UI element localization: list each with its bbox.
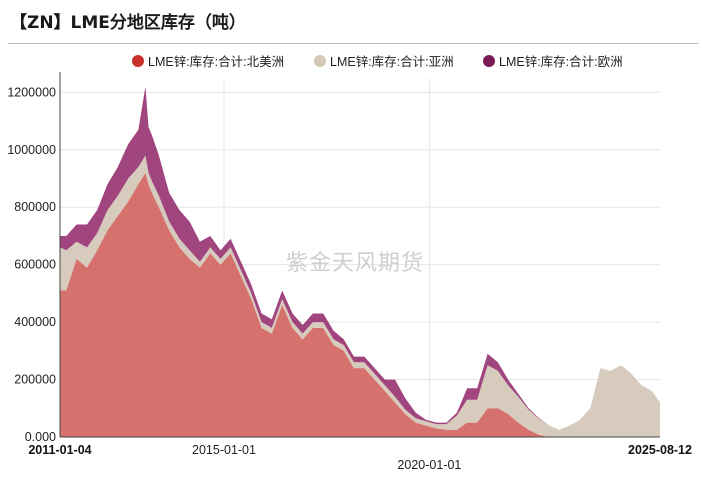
- area-layer: [60, 86, 660, 438]
- y-tick-label: 1200000: [7, 85, 56, 99]
- x-tick-label: 2025-08-12: [628, 443, 692, 457]
- legend-label-europe: LME锌:库存:合计:欧洲: [499, 55, 623, 69]
- legend-item-north-america[interactable]: LME锌:库存:合计:北美洲: [132, 51, 284, 70]
- legend-marker-asia-icon: [314, 54, 326, 67]
- chart-title: 【ZN】LME分地区库存（吨）: [10, 13, 246, 33]
- y-tick-label: 800000: [14, 200, 56, 214]
- y-tick-label: 1000000: [7, 143, 56, 157]
- area-series-0: [60, 172, 660, 438]
- x-tick-label: 2015-01-01: [192, 443, 256, 457]
- x-tick-label: 2011-01-04: [28, 443, 91, 457]
- legend-marker-europe-icon: [483, 54, 495, 67]
- watermark: 紫金天风期货: [286, 251, 424, 276]
- y-tick-label: 0.000: [25, 430, 56, 444]
- axis-layer: 0.000 200000 400000 600000 800000 1000000 1200…: [7, 72, 692, 472]
- y-tick-label: 400000: [14, 315, 56, 329]
- legend-marker-north-america-icon: [132, 54, 144, 67]
- legend-label-north-america: LME锌:库存:合计:北美洲: [148, 55, 285, 69]
- legend-label-asia: LME锌:库存:合计:亚洲: [330, 55, 454, 69]
- x-tick-label: 2020-01-01: [397, 458, 461, 472]
- legend-item-europe[interactable]: LME锌:库存:合计:欧洲: [483, 51, 623, 70]
- title-divider: [8, 43, 698, 44]
- chart-legend: LME锌:库存:合计:北美洲 LME锌:库存:合计:亚洲 LME锌:库存:合计:…: [0, 51, 702, 71]
- y-tick-label: 600000: [14, 258, 56, 272]
- y-tick-label: 200000: [14, 373, 56, 387]
- area-series-2: [60, 86, 660, 430]
- area-series-1: [60, 155, 660, 437]
- legend-item-asia[interactable]: LME锌:库存:合计:亚洲: [314, 51, 454, 70]
